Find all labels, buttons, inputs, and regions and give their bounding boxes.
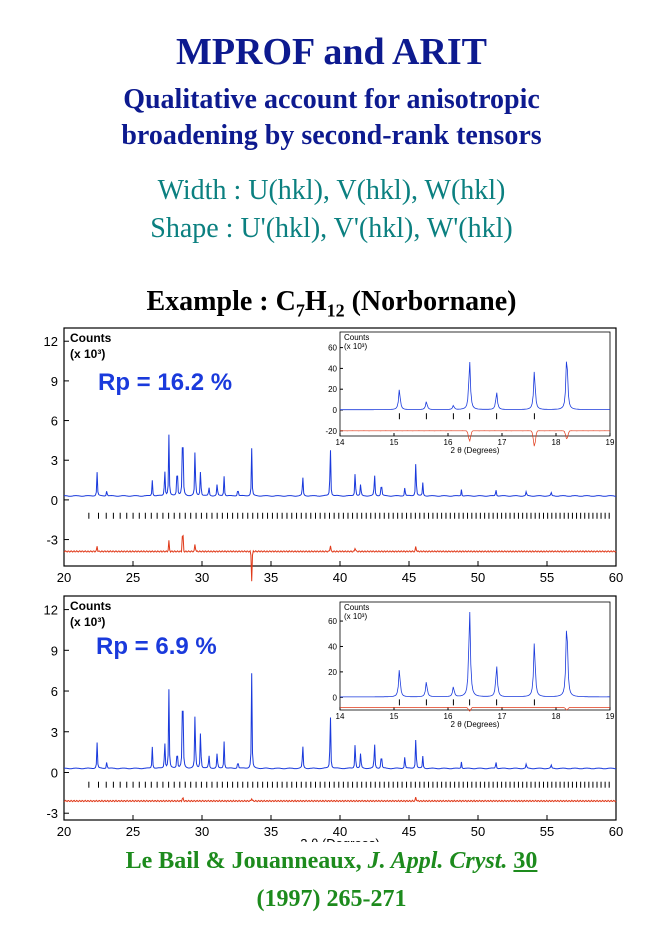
inset1-ytick-label: -20 [325, 427, 337, 436]
main2-ytick-label: 9 [51, 643, 58, 658]
page-title: MPROF and ARIT [175, 31, 488, 73]
inset1-xtick-label: 14 [336, 438, 345, 447]
inset2-xtick-label: 19 [606, 712, 615, 721]
main2-xtick-label: 25 [126, 824, 140, 839]
main1-ylabel: Counts [70, 331, 112, 345]
inset2-ylabel: Counts [344, 603, 369, 612]
inset1-ytick-label: 20 [328, 385, 337, 394]
inset1-xtick-label: 18 [552, 438, 561, 447]
inset2-difference-series [340, 707, 610, 712]
inset1-ylabel: Counts [344, 333, 369, 342]
example-sub-2: 12 [326, 300, 345, 321]
inset1-xtick-label: 17 [498, 438, 507, 447]
main1-ytick-label: 9 [51, 374, 58, 389]
inset1-ytick-label: 60 [328, 344, 337, 353]
main1-ytick-label: 12 [44, 334, 58, 349]
inset1-ytick-label: 40 [328, 364, 337, 373]
subtitle-line-2: broadening by second-rank tensors [121, 120, 542, 151]
inset2-ytick-label: 20 [328, 668, 337, 677]
inset2-ytick-label: 0 [333, 693, 338, 702]
inset1-observed-series [340, 361, 610, 411]
inset2-xtick-label: 18 [552, 712, 561, 721]
main1-difference-series [63, 534, 617, 582]
main1-xtick-label: 55 [540, 570, 554, 582]
main2-xtick-label: 35 [264, 824, 278, 839]
inset2-xtick-label: 16 [444, 712, 453, 721]
subtitle-line-1: Qualitative account for anisotropic [123, 84, 540, 115]
inset1-ytick-label: 0 [333, 406, 338, 415]
inset2-yunit: (x 10³) [344, 612, 367, 621]
inset1-xtick-label: 19 [606, 438, 615, 447]
shape-line: Shape : U'(hkl), V'(hkl), W'(hkl) [150, 213, 513, 244]
main2-yunit: (x 10³) [70, 615, 105, 629]
main2-ylabel: Counts [70, 599, 112, 613]
main2-xtick-label: 60 [609, 824, 623, 839]
citation-line-1: Le Bail & Jouanneaux, J. Appl. Cryst. 30 [0, 848, 663, 875]
main1-xtick-label: 60 [609, 570, 623, 582]
main1-ytick-label: 0 [51, 493, 58, 508]
main1-ytick-label: 6 [51, 414, 58, 429]
inset2-xlabel: 2 θ (Degrees) [451, 720, 500, 729]
example-prefix: Example : C [146, 286, 296, 317]
main1-xtick-label: 35 [264, 570, 278, 582]
main2-ytick-label: 0 [51, 765, 58, 780]
inset2-xtick-label: 17 [498, 712, 507, 721]
main2-ytick-label: -3 [46, 806, 58, 821]
main2-xlabel: 2 θ (Degrees) [300, 836, 379, 842]
main1-ytick-label: 3 [51, 453, 58, 468]
inset1-frame [339, 331, 611, 437]
main1-xtick-label: 25 [126, 570, 140, 582]
inset2-xtick-label: 14 [336, 712, 345, 721]
inset2-ytick-label: 40 [328, 642, 337, 651]
example-line: Example : C7H12 (Norbornane) [0, 286, 663, 322]
main2-ytick-label: 12 [44, 603, 58, 618]
main2-xtick-label: 30 [195, 824, 209, 839]
example-sub-1: 7 [295, 300, 305, 321]
main1-ytick-label: -3 [46, 533, 58, 548]
main2-xtick-label: 40 [333, 824, 347, 839]
example-suffix: (Norbornane) [344, 286, 517, 317]
inset1-xlabel: 2 θ (Degrees) [451, 446, 500, 455]
citation-journal: J. Appl. Cryst. [367, 848, 508, 874]
inset1-xtick-label: 15 [390, 438, 399, 447]
main1-xtick-label: 50 [471, 570, 485, 582]
citation-volume: 30 [513, 848, 538, 874]
main1-observed-series [64, 434, 616, 497]
main1-xtick-label: 45 [402, 570, 416, 582]
main1-yunit: (x 10³) [70, 347, 105, 361]
main1-xtick-label: 40 [333, 570, 347, 582]
inset1-yunit: (x 10³) [344, 342, 367, 351]
inset2-xtick-label: 15 [390, 712, 399, 721]
citation-authors: Le Bail & Jouanneaux, [125, 848, 368, 874]
main1-rp-annotation: Rp = 16.2 % [98, 369, 232, 396]
inset1-xtick-label: 16 [444, 438, 453, 447]
main2-observed-series [64, 673, 616, 770]
example-h: H [304, 286, 327, 317]
inset1-difference-series [340, 430, 611, 447]
main1-xtick-label: 30 [195, 570, 209, 582]
main2-xtick-label: 55 [540, 824, 554, 839]
main1-xtick-label: 20 [57, 570, 71, 582]
inset2-frame [339, 601, 611, 711]
main2-ytick-label: 6 [51, 684, 58, 699]
main2-ytick-label: 3 [51, 725, 58, 740]
main2-xtick-label: 45 [402, 824, 416, 839]
main2-rp-annotation: Rp = 6.9 % [96, 633, 217, 660]
main2-xtick-label: 50 [471, 824, 485, 839]
main2-xtick-label: 20 [57, 824, 71, 839]
citation-line-2: (1997) 265-271 [256, 886, 407, 912]
width-line: Width : U(hkl), V(hkl), W(hkl) [157, 175, 506, 206]
inset2-ytick-label: 60 [328, 617, 337, 626]
main2-difference-series [63, 796, 617, 803]
inset2-observed-series [340, 611, 610, 698]
